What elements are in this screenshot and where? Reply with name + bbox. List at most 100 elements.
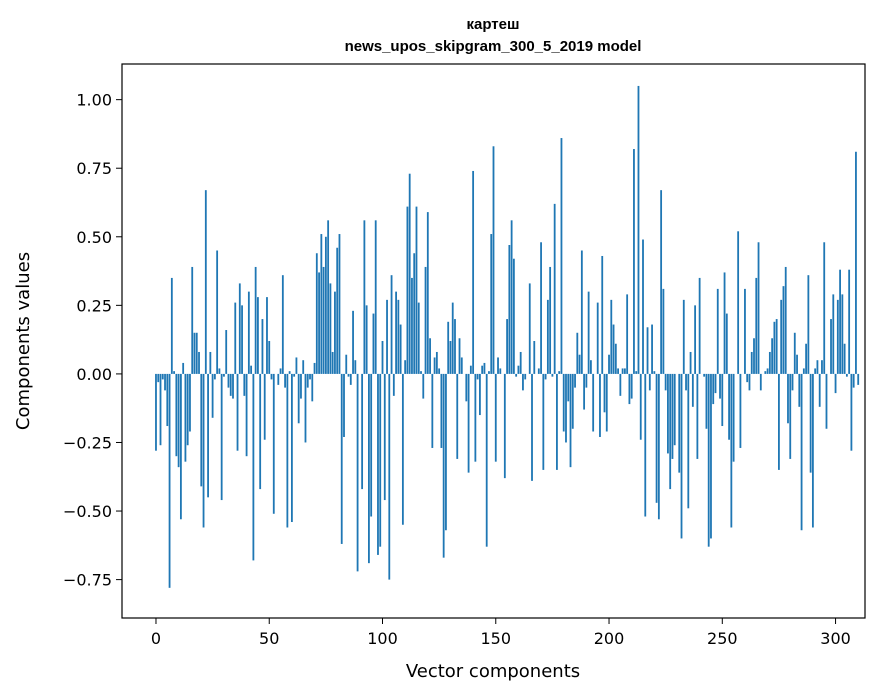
y-tick-label: −0.50 <box>63 502 112 521</box>
bar <box>279 368 282 374</box>
bar <box>660 190 663 374</box>
bar <box>497 357 499 374</box>
bar <box>458 338 461 374</box>
bar <box>678 373 681 473</box>
bar <box>494 373 497 462</box>
bar <box>356 373 359 572</box>
bar <box>182 362 185 374</box>
bar <box>544 373 547 380</box>
bar <box>499 368 502 374</box>
bar <box>315 253 318 374</box>
bar <box>343 373 345 437</box>
bar <box>655 373 658 503</box>
bar <box>775 319 778 374</box>
bar <box>485 373 488 547</box>
bar <box>635 371 638 374</box>
bar <box>438 368 441 374</box>
bar <box>465 373 468 402</box>
plot-frame <box>121 63 866 619</box>
bar <box>268 341 271 374</box>
bar <box>592 373 595 432</box>
bar <box>759 373 762 391</box>
bar <box>753 338 755 374</box>
bar <box>748 373 751 391</box>
bar <box>757 242 760 374</box>
bar <box>290 373 293 523</box>
y-tick-label: 1.00 <box>76 91 112 110</box>
bar <box>157 373 160 383</box>
bar <box>796 354 798 374</box>
bar <box>782 286 785 374</box>
bar <box>338 234 341 374</box>
bar <box>379 373 382 547</box>
bar <box>238 283 241 374</box>
x-tick-label: 150 <box>480 629 511 648</box>
bar <box>791 373 794 391</box>
bar <box>685 373 687 391</box>
bar <box>266 297 268 374</box>
bar <box>524 373 527 380</box>
bar <box>587 291 590 374</box>
bar <box>413 253 416 374</box>
bar <box>229 373 232 396</box>
bar <box>585 373 588 388</box>
bar <box>492 146 495 374</box>
bar <box>646 327 649 374</box>
bar <box>610 299 613 374</box>
bar <box>311 373 314 402</box>
x-tick-label: 50 <box>259 629 279 648</box>
bar <box>531 373 533 481</box>
bar <box>707 373 710 547</box>
bar <box>460 357 463 374</box>
bar <box>451 302 454 374</box>
bar <box>177 373 180 468</box>
bar <box>179 373 182 520</box>
y-tick-label: 0.75 <box>76 159 112 178</box>
bar <box>223 373 225 377</box>
bar <box>361 373 364 490</box>
bar <box>469 365 472 374</box>
bar <box>841 294 844 374</box>
bar <box>374 220 377 374</box>
chart-subtitle: news_upos_skipgram_300_5_2019 model <box>345 38 642 55</box>
bar <box>664 373 667 391</box>
bar <box>345 354 348 374</box>
bar <box>639 373 642 440</box>
bar <box>309 373 311 380</box>
bar <box>843 343 846 374</box>
bar <box>324 236 327 374</box>
bar <box>422 373 425 399</box>
bar <box>537 368 540 374</box>
bar <box>725 313 728 374</box>
bar <box>347 373 350 377</box>
bar <box>562 373 565 432</box>
bar <box>186 373 189 446</box>
bar <box>633 149 635 374</box>
bar <box>247 291 250 374</box>
bar <box>653 371 656 374</box>
bar <box>619 373 622 396</box>
bar <box>442 373 445 558</box>
bar <box>433 357 436 374</box>
bar <box>354 360 357 374</box>
bar <box>390 275 393 374</box>
bar <box>746 373 749 383</box>
bar <box>818 373 821 407</box>
bar <box>671 373 674 459</box>
bar <box>259 373 262 490</box>
bar <box>809 373 812 473</box>
y-axis-label: Components values <box>13 252 34 430</box>
bar <box>834 373 837 394</box>
bar <box>340 373 343 544</box>
bar <box>714 373 717 394</box>
bar <box>601 255 604 374</box>
bar <box>721 373 724 427</box>
bar <box>546 299 549 374</box>
bar <box>517 365 520 374</box>
bar <box>839 269 841 374</box>
bar <box>209 351 212 374</box>
bar <box>472 170 475 374</box>
bar <box>454 319 456 374</box>
bar <box>852 373 855 388</box>
